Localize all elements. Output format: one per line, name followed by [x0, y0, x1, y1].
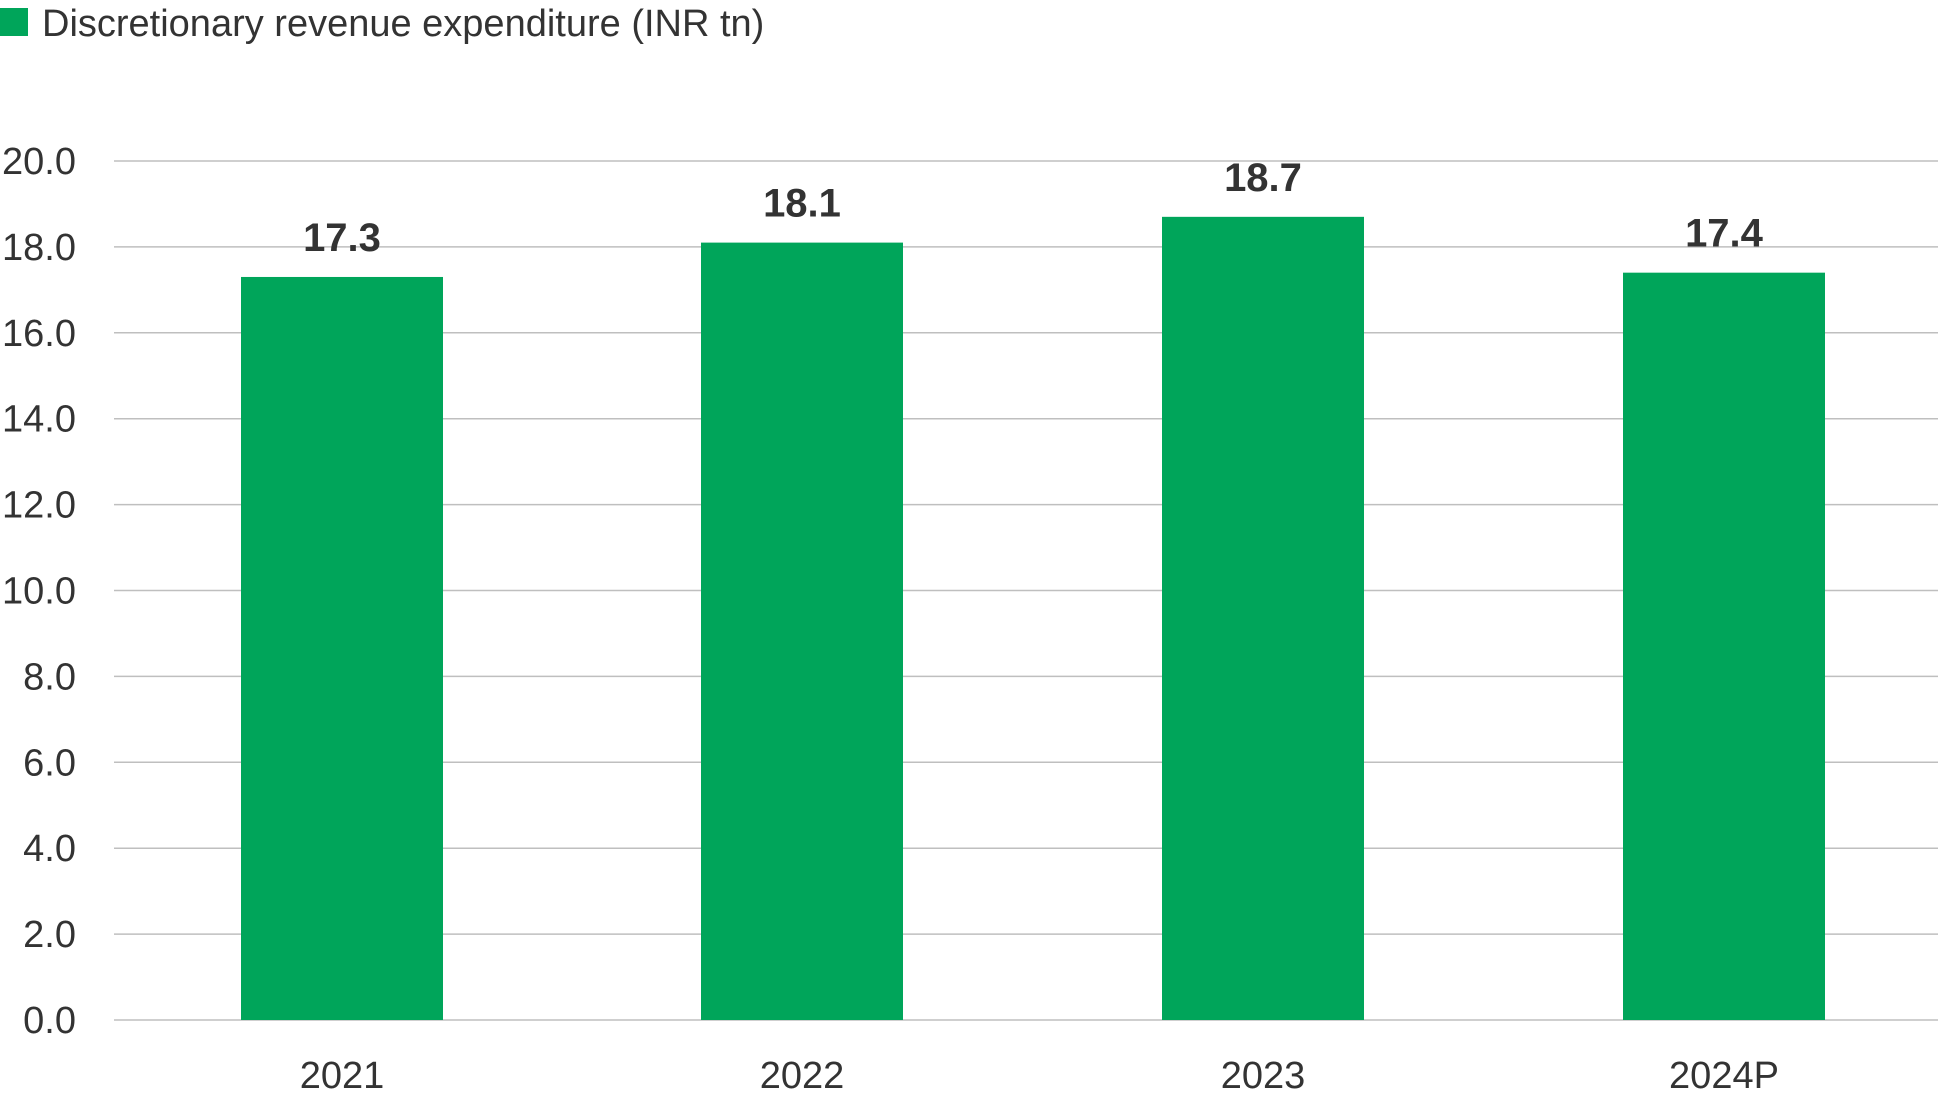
y-tick-label: 14.0 [2, 399, 76, 441]
data-labels: 17.3 18.1 18.7 17.4 [303, 156, 1764, 260]
data-label-2023: 18.7 [1224, 156, 1302, 200]
bar-2022 [701, 242, 903, 1021]
bar-2021 [241, 276, 443, 1021]
y-tick-label: 0.0 [23, 1000, 76, 1042]
x-axis: 2021 2022 2023 2024P [300, 1055, 1779, 1097]
legend-swatch [0, 8, 28, 36]
y-tick-label: 18.0 [2, 227, 76, 269]
x-tick-label-2021: 2021 [300, 1055, 385, 1097]
y-tick-label: 12.0 [2, 485, 76, 527]
y-tick-label: 2.0 [23, 914, 76, 956]
y-axis: 0.0 2.0 4.0 6.0 8.0 10.0 12.0 14.0 16.0 18.0 20.0 [2, 141, 76, 1042]
x-tick-label-2022: 2022 [760, 1055, 845, 1097]
data-label-2024p: 17.4 [1685, 212, 1764, 256]
data-label-2021: 17.3 [303, 216, 381, 260]
legend: Discretionary revenue expenditure (INR t… [0, 3, 764, 45]
y-tick-label: 10.0 [2, 571, 76, 613]
x-tick-label-2024p: 2024P [1669, 1055, 1779, 1097]
y-tick-label: 8.0 [23, 656, 76, 698]
x-tick-label-2023: 2023 [1221, 1055, 1306, 1097]
bar-2023 [1162, 216, 1364, 1020]
data-label-2022: 18.1 [763, 182, 841, 226]
y-tick-label: 16.0 [2, 313, 76, 355]
y-tick-label: 20.0 [2, 141, 76, 183]
legend-label: Discretionary revenue expenditure (INR t… [42, 3, 764, 45]
bar-2024p [1623, 272, 1825, 1020]
bars [241, 216, 1825, 1021]
y-tick-label: 4.0 [23, 828, 76, 870]
y-tick-label: 6.0 [23, 742, 76, 784]
